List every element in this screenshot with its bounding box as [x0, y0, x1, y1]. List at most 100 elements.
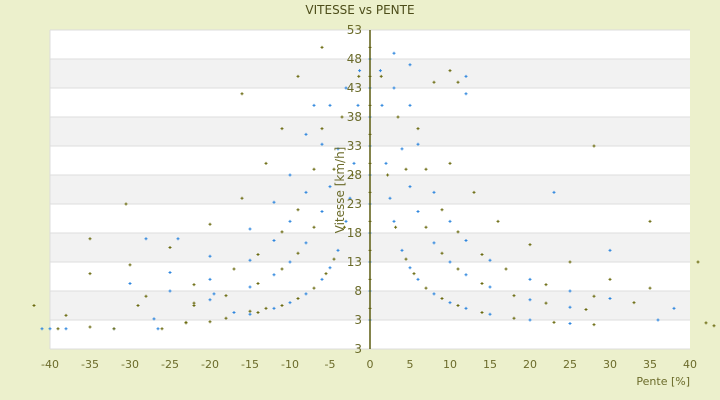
data-point: [464, 92, 468, 96]
data-point: [350, 173, 354, 177]
data-point: [392, 86, 396, 90]
data-point: [264, 306, 268, 310]
data-point: [592, 323, 596, 327]
data-point: [312, 225, 316, 229]
data-point: [208, 277, 212, 281]
data-point: [704, 321, 708, 325]
x-tick-label: 40: [683, 358, 697, 371]
data-point: [456, 230, 460, 234]
data-point: [136, 304, 140, 307]
data-point: [344, 86, 348, 90]
data-point: [336, 147, 340, 151]
data-point: [344, 219, 348, 223]
data-point: [464, 239, 468, 243]
data-point: [348, 196, 352, 200]
data-point: [592, 294, 596, 298]
data-point: [296, 251, 300, 255]
data-point: [448, 301, 452, 305]
data-point: [248, 285, 252, 289]
data-point: [248, 258, 252, 262]
data-point: [272, 239, 276, 243]
data-point: [256, 252, 260, 256]
x-tick-label: 5: [407, 358, 414, 371]
data-point: [264, 161, 268, 165]
data-point: [32, 304, 36, 307]
data-point: [357, 74, 361, 78]
y-tick-label: 8: [354, 284, 362, 298]
data-point: [304, 132, 308, 136]
data-point: [424, 167, 428, 171]
x-tick-label: -15: [241, 358, 259, 371]
data-point: [240, 196, 244, 200]
data-point: [48, 327, 52, 331]
data-point: [392, 51, 396, 55]
data-point: [448, 161, 452, 165]
data-point: [168, 270, 172, 274]
data-point: [208, 254, 212, 258]
data-point: [248, 227, 252, 231]
data-point: [552, 320, 556, 324]
data-point: [144, 294, 148, 298]
y-axis-label: Vitesse [km/h]: [333, 147, 347, 234]
y-tick-label: 33: [347, 139, 362, 153]
data-point: [342, 225, 346, 229]
data-point: [40, 327, 44, 331]
data-point: [332, 167, 336, 171]
data-point: [88, 237, 92, 241]
data-point: [240, 92, 244, 96]
data-point: [608, 277, 612, 281]
data-point: [280, 127, 284, 131]
data-point: [152, 317, 156, 321]
data-point: [64, 313, 68, 317]
data-point: [448, 260, 452, 264]
x-tick-label: -10: [281, 358, 299, 371]
data-point: [464, 273, 468, 277]
data-point: [528, 243, 532, 247]
data-point: [280, 304, 284, 307]
data-point: [304, 292, 308, 296]
data-point: [340, 115, 344, 119]
data-point: [88, 325, 92, 329]
data-point: [648, 219, 652, 223]
data-point: [272, 273, 276, 277]
data-point: [448, 69, 452, 73]
data-point: [328, 103, 332, 107]
data-point: [424, 225, 428, 229]
data-point: [288, 260, 292, 264]
data-point: [192, 283, 196, 287]
x-tick-label: 30: [603, 358, 617, 371]
x-axis-label: Pente [%]: [636, 375, 690, 388]
data-point: [440, 208, 444, 212]
data-point: [272, 200, 276, 204]
data-point: [224, 294, 228, 298]
data-point: [358, 69, 362, 73]
data-point: [280, 267, 284, 271]
data-point: [408, 103, 412, 107]
data-point: [256, 281, 260, 285]
data-point: [56, 327, 60, 331]
data-point: [528, 318, 532, 322]
y-tick-label: 18: [347, 226, 362, 240]
x-tick-label: -35: [81, 358, 99, 371]
data-point: [224, 316, 228, 320]
data-point: [448, 219, 452, 223]
data-point: [388, 196, 392, 200]
data-point: [712, 324, 716, 328]
y-tick-label: 3: [354, 342, 362, 356]
data-point: [632, 301, 636, 305]
x-tick-label: -40: [41, 358, 59, 371]
data-point: [488, 312, 492, 316]
data-point: [512, 316, 516, 320]
data-point: [456, 267, 460, 271]
data-point: [408, 266, 412, 270]
data-point: [504, 267, 508, 271]
y-tick-label: 48: [347, 52, 362, 66]
data-point: [424, 286, 428, 290]
data-point: [672, 306, 676, 310]
data-point: [288, 219, 292, 223]
data-point: [336, 248, 340, 252]
data-point: [208, 298, 212, 302]
data-point: [696, 260, 700, 264]
data-point: [112, 327, 116, 331]
